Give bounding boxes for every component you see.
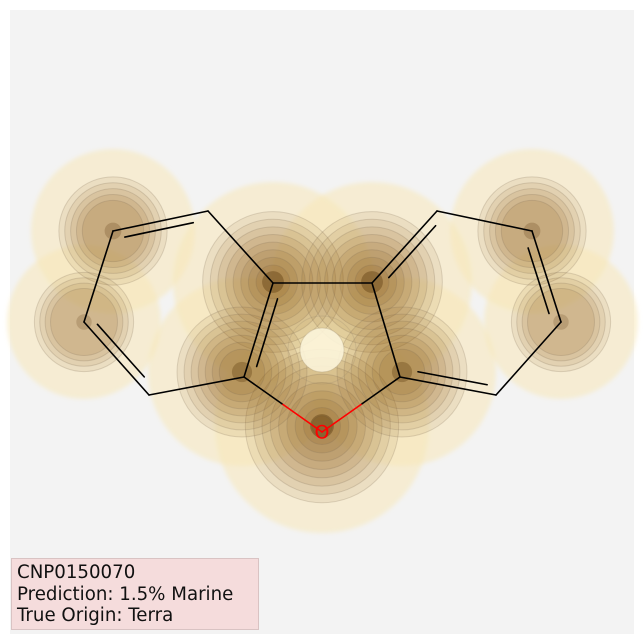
heat-level-4-2 [350, 320, 454, 424]
molecule-id: CNP0150070 [17, 562, 136, 583]
heat-level-4-4 [364, 334, 440, 410]
bond-c1-o-a [243, 376, 284, 406]
bond-c3-l1 [207, 210, 274, 284]
bond-c2-o-a [360, 376, 401, 406]
prediction-info-box: CNP0150070 Prediction: 1.5% Marine True … [11, 558, 259, 630]
bond-c1-c3 [243, 282, 274, 378]
bond-l1-l2 [112, 210, 209, 232]
bond-c1-c3-inner [255, 298, 279, 368]
heat-level-0-8 [311, 415, 333, 437]
heat-ring-center [299, 327, 345, 373]
bond-r4-c2 [399, 376, 497, 396]
heat-level-3-1 [183, 313, 301, 431]
bond-l1-l2-inner [124, 221, 195, 238]
molecule-atoms: O [315, 422, 330, 444]
bond-c4-r1-inner [387, 224, 437, 279]
bond-c4-r1 [371, 210, 438, 284]
heat-level-0-7 [302, 406, 342, 446]
bond-c4-c2 [371, 282, 401, 378]
heat-glow-3 [148, 278, 336, 466]
heat-level-0-5 [286, 390, 358, 462]
bond-r4-c2-inner [417, 370, 488, 386]
bond-r2-r3-inner [527, 247, 550, 315]
heat-level-4-1 [343, 313, 461, 431]
bond-l3-l4 [83, 321, 150, 396]
bond-r3-r4 [495, 321, 562, 396]
oxygen-atom-label: O [315, 422, 330, 444]
heat-level-4-3 [357, 327, 447, 417]
heat-level-3-2 [190, 320, 294, 424]
bond-r1-r2 [436, 210, 533, 232]
heat-level-3-3 [197, 327, 287, 417]
heat-level-4-0 [336, 306, 468, 438]
molecule-bonds [83, 210, 562, 433]
heat-level-0-3 [269, 373, 375, 479]
true-origin-text: True Origin: Terra [17, 605, 174, 626]
bond-r2-r3 [531, 230, 562, 323]
bond-c2-o-b [321, 403, 362, 433]
heat-level-3-0 [176, 306, 308, 438]
bond-l3-l4-inner [96, 323, 146, 378]
bond-l4-c1 [148, 376, 245, 396]
heat-ring-center-outer [287, 315, 357, 385]
heat-level-0-6 [294, 398, 350, 454]
heat-core-0 [310, 414, 334, 438]
bond-l2-l3 [83, 230, 114, 323]
heat-glow-4 [308, 278, 496, 466]
bond-c1-o-b [282, 403, 323, 433]
heat-level-0-4 [278, 382, 366, 470]
prediction-text: Prediction: 1.5% Marine [17, 583, 234, 605]
